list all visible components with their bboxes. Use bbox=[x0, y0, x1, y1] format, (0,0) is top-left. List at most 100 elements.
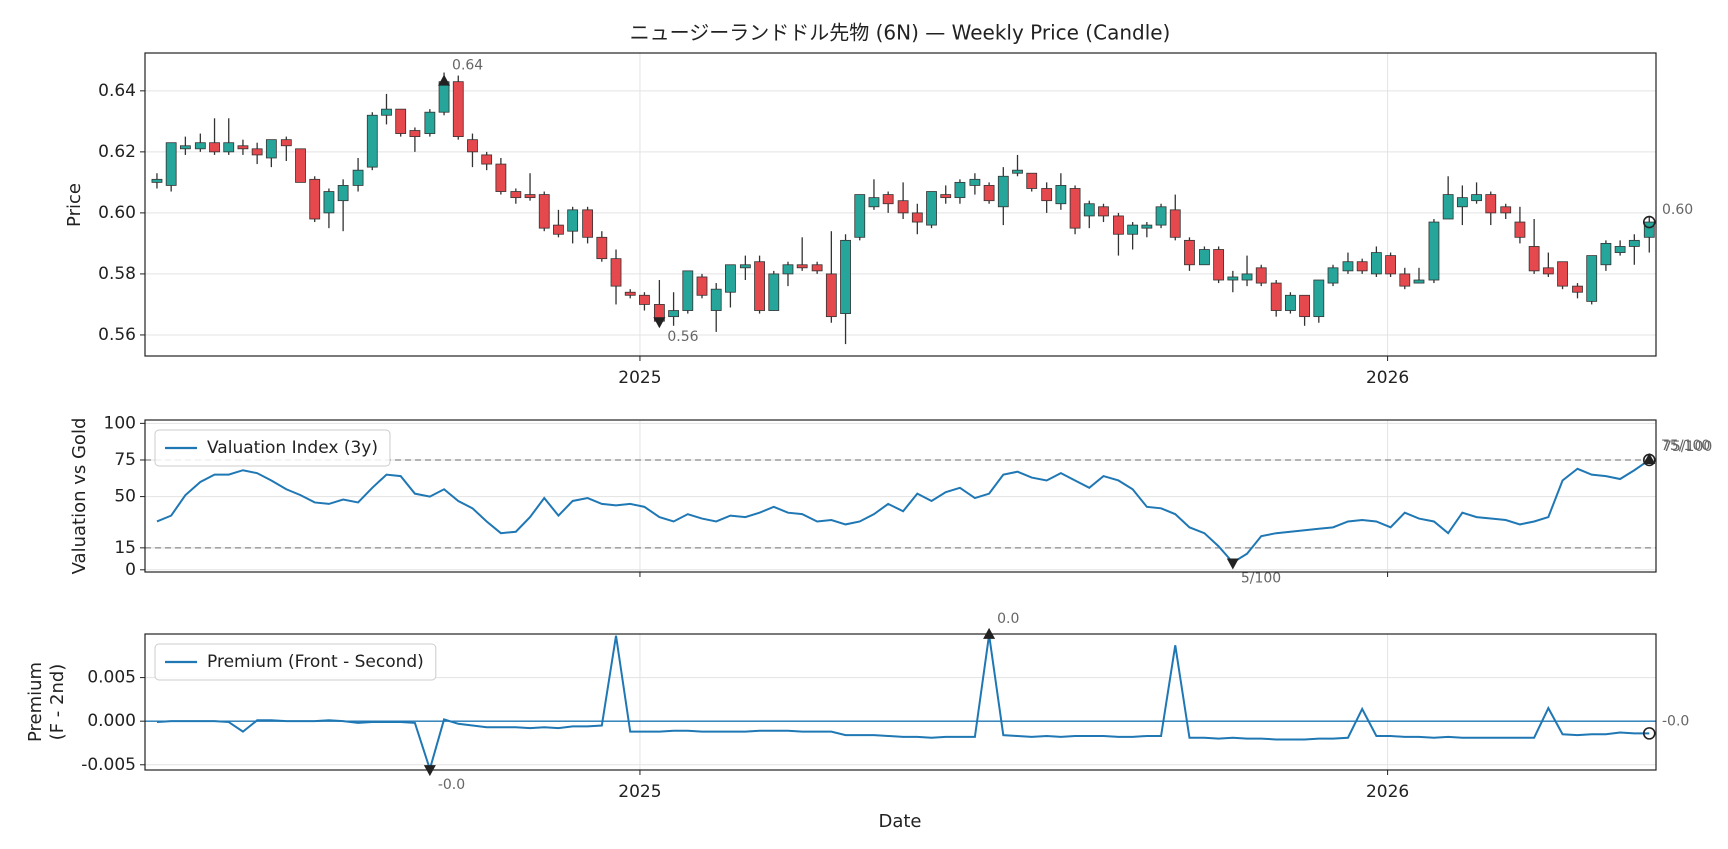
y-tick-label: 75 bbox=[114, 450, 136, 470]
candle-body bbox=[1241, 273, 1253, 281]
y-tick-label: 0.58 bbox=[98, 264, 136, 284]
candle-body bbox=[524, 194, 536, 199]
candle-body bbox=[337, 185, 349, 202]
y-tick-label: 15 bbox=[114, 538, 136, 558]
candle-body bbox=[1227, 276, 1239, 281]
candle-body bbox=[1385, 255, 1396, 275]
candle-body bbox=[553, 224, 564, 235]
candle-body bbox=[624, 291, 636, 296]
series-line bbox=[156, 634, 1650, 773]
candle-body bbox=[151, 178, 163, 183]
candle-body bbox=[854, 194, 866, 238]
candle-body bbox=[251, 148, 263, 156]
annotation-label: 0.60 bbox=[1662, 202, 1693, 218]
candle-body bbox=[1356, 261, 1368, 272]
candle-body bbox=[352, 169, 364, 186]
candle-body bbox=[1370, 252, 1382, 275]
candle-body bbox=[969, 178, 981, 186]
candle-body bbox=[954, 181, 966, 199]
candle-body bbox=[209, 142, 220, 153]
y-tick-label: 0.56 bbox=[98, 325, 136, 345]
candle-body bbox=[1557, 261, 1568, 287]
candle-body bbox=[840, 239, 851, 314]
candle-body bbox=[395, 108, 407, 134]
candle-body bbox=[882, 194, 894, 205]
y-tick-label: 0.60 bbox=[98, 203, 136, 223]
candle-body bbox=[1500, 206, 1512, 214]
candle-body bbox=[782, 264, 794, 275]
candle-body bbox=[725, 264, 736, 293]
candle-body bbox=[1456, 197, 1468, 208]
candle-body bbox=[596, 236, 608, 260]
candle-body bbox=[495, 163, 507, 192]
candle-body bbox=[710, 288, 722, 311]
last-marker bbox=[1642, 453, 1656, 467]
candle-body bbox=[452, 81, 464, 138]
candle-body bbox=[1313, 279, 1325, 318]
x-axis-label: Date bbox=[878, 811, 921, 832]
y-tick-label: 0.000 bbox=[87, 711, 136, 731]
x-tick-label: 2026 bbox=[1366, 782, 1409, 802]
candle-body bbox=[1542, 267, 1554, 275]
candle-body bbox=[1255, 267, 1267, 284]
candle-body bbox=[237, 145, 249, 150]
max-marker bbox=[438, 74, 451, 86]
chart-title: ニュージーランドドル先物 (6N) — Weekly Price (Candle… bbox=[630, 21, 1171, 45]
candle-body bbox=[811, 264, 823, 272]
y-axis-label: (F - 2nd) bbox=[47, 664, 68, 741]
candle-body bbox=[997, 175, 1009, 208]
candle-body bbox=[940, 194, 952, 199]
candle-body bbox=[194, 142, 206, 150]
candle-body bbox=[983, 185, 995, 202]
plot-frame bbox=[144, 52, 1657, 357]
candle-body bbox=[1098, 206, 1109, 217]
candle-body bbox=[768, 273, 780, 311]
candle-body bbox=[1628, 239, 1640, 247]
max-marker bbox=[983, 627, 996, 639]
candle-body bbox=[1485, 194, 1497, 214]
candle-body bbox=[1169, 209, 1181, 238]
x-tick-label: 2025 bbox=[618, 782, 661, 802]
x-tick-label: 2026 bbox=[1366, 368, 1409, 388]
candle-body bbox=[567, 209, 579, 232]
candle-body bbox=[1600, 243, 1612, 266]
candle-body bbox=[1299, 294, 1311, 318]
x-tick-label: 2025 bbox=[618, 368, 661, 388]
candle-body bbox=[409, 130, 421, 138]
candle-body bbox=[796, 264, 808, 269]
candle-body bbox=[280, 139, 292, 147]
legend-box bbox=[154, 643, 437, 681]
candle-body bbox=[1113, 215, 1124, 235]
candle-body bbox=[897, 200, 909, 214]
y-tick-label: 100 bbox=[104, 413, 136, 433]
candle-body bbox=[1270, 282, 1282, 311]
candle-body bbox=[1413, 279, 1425, 284]
y-tick-label: 50 bbox=[114, 487, 136, 507]
y-axis-label: Price bbox=[64, 183, 85, 227]
legend-label: Premium (Front - Second) bbox=[207, 652, 424, 672]
candle-body bbox=[582, 209, 594, 238]
last-marker bbox=[1642, 215, 1656, 229]
candle-body bbox=[467, 139, 478, 153]
candle-body bbox=[1342, 261, 1354, 272]
annotation-label: 0.0 bbox=[997, 611, 1019, 627]
candle-body bbox=[696, 276, 708, 296]
min-marker bbox=[423, 765, 436, 777]
y-axis-label: Premium bbox=[25, 662, 46, 742]
candle-body bbox=[438, 81, 450, 113]
y-axis-label: Valuation vs Gold bbox=[69, 418, 90, 575]
candle-body bbox=[1442, 194, 1454, 220]
candle-body bbox=[223, 142, 235, 153]
candle-body bbox=[165, 142, 177, 186]
annotation-label: 5/100 bbox=[1241, 570, 1281, 586]
max-marker bbox=[1643, 452, 1656, 464]
candle-body bbox=[366, 114, 378, 168]
candle-body bbox=[1614, 246, 1626, 253]
y-tick-label: -0.005 bbox=[81, 755, 136, 775]
min-marker bbox=[1226, 558, 1239, 570]
y-tick-label: 0 bbox=[125, 560, 136, 580]
plot-frame bbox=[144, 633, 1657, 771]
min-marker bbox=[653, 317, 666, 329]
candle-body bbox=[825, 273, 837, 318]
candle-body bbox=[424, 111, 436, 134]
